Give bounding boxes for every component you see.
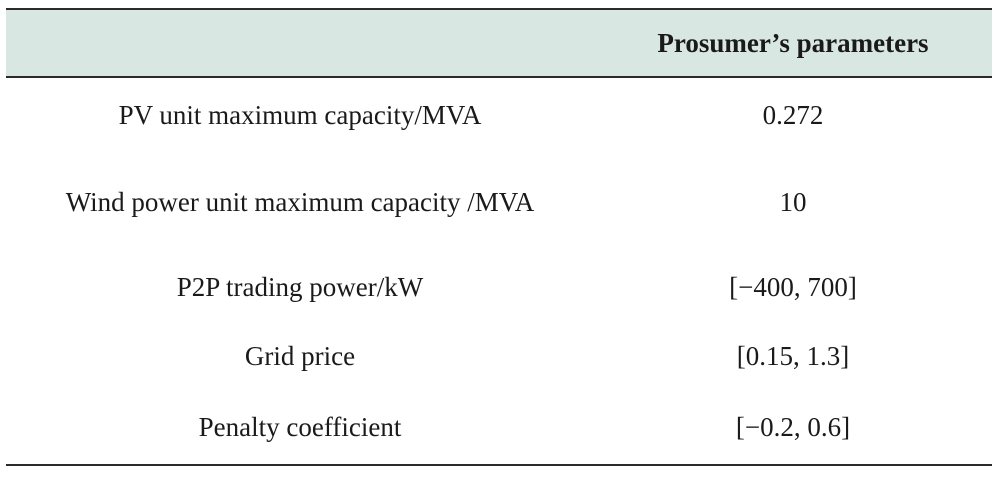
parameter-cell: P2P trading power/kW — [6, 252, 594, 322]
table-row: P2P trading power/kW [−400, 700] — [6, 252, 992, 322]
value-cell: 10 — [779, 187, 807, 217]
value-cell: [0.15, 1.3] — [736, 341, 850, 371]
table-body: PV unit maximum capacity/MVA 0.272 Wind … — [6, 77, 992, 466]
parameter-label: Wind power unit maximum capacity /MVA — [65, 187, 535, 217]
parameters-table-container: Prosumer’s parameters PV unit maximum ca… — [6, 8, 992, 466]
table-row: Grid price [0.15, 1.3] — [6, 322, 992, 390]
table-row: Wind power unit maximum capacity /MVA 10 — [6, 152, 992, 252]
parameter-label: P2P trading power/kW — [176, 272, 424, 302]
table-header: Prosumer’s parameters — [6, 8, 992, 78]
parameter-cell: Penalty coefficient — [6, 390, 594, 466]
parameter-cell: Grid price — [6, 322, 594, 390]
parameter-label: Grid price — [244, 341, 356, 371]
parameters-table: Prosumer’s parameters PV unit maximum ca… — [6, 8, 992, 466]
value-cell: [−400, 700] — [729, 272, 857, 302]
header-row: Prosumer’s parameters — [6, 8, 992, 78]
header-empty-cell — [6, 8, 594, 78]
value-cell: 0.272 — [762, 100, 824, 130]
table-row: Penalty coefficient [−0.2, 0.6] — [6, 390, 992, 466]
header-prosumer-parameters: Prosumer’s parameters — [594, 8, 992, 78]
table-row: PV unit maximum capacity/MVA 0.272 — [6, 77, 992, 152]
parameter-cell: Wind power unit maximum capacity /MVA — [6, 152, 594, 252]
parameter-cell: PV unit maximum capacity/MVA — [6, 77, 594, 152]
parameter-label: Penalty coefficient — [198, 412, 402, 442]
value-cell: [−0.2, 0.6] — [594, 390, 992, 466]
parameter-label: PV unit maximum capacity/MVA — [118, 100, 482, 130]
